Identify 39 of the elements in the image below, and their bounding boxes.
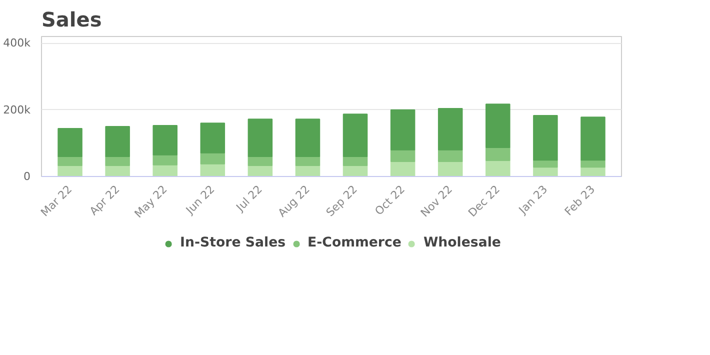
bar [438,161,463,176]
bar [438,149,463,162]
x-tick-label: Jun 22 [182,182,218,218]
bar [200,122,226,154]
x-tick-label: Oct 22 [372,182,408,218]
bar [200,152,226,164]
x-tick-label: Mar 22 [38,182,75,220]
bar [105,156,130,166]
y-tick-label: 200k [3,103,32,116]
x-tick-label: Jul 22 [233,182,265,215]
bar [152,125,178,156]
x-tick-label: Nov 22 [418,182,455,220]
bar [486,160,510,176]
x-tick-label: Feb 23 [562,182,598,218]
y-tick-label: 0 [24,170,30,183]
legend-label: Wholesale [423,236,501,250]
bar [295,118,320,157]
bar [105,126,130,157]
x-tick-label: Jan 23 [516,182,550,218]
legend-label: In-Store Sales [180,236,286,250]
bar [248,118,273,157]
bar [342,114,368,157]
x-tick-label: Apr 22 [87,182,122,218]
bar [58,128,82,157]
bar [486,104,510,148]
x-tick-label: Sep 22 [324,182,360,220]
x-tick-label: Dec 22 [466,182,502,220]
y-tick-label: 400k [3,36,32,50]
bar [390,149,416,162]
bar [390,161,416,176]
bar [58,156,82,166]
bar [533,115,558,161]
bar [152,154,178,166]
bar [486,147,510,161]
bar [390,109,416,150]
bar [438,108,463,150]
bar [580,116,606,161]
legend-label: E-Commerce [308,236,402,250]
chart-title: Sales [42,8,102,32]
